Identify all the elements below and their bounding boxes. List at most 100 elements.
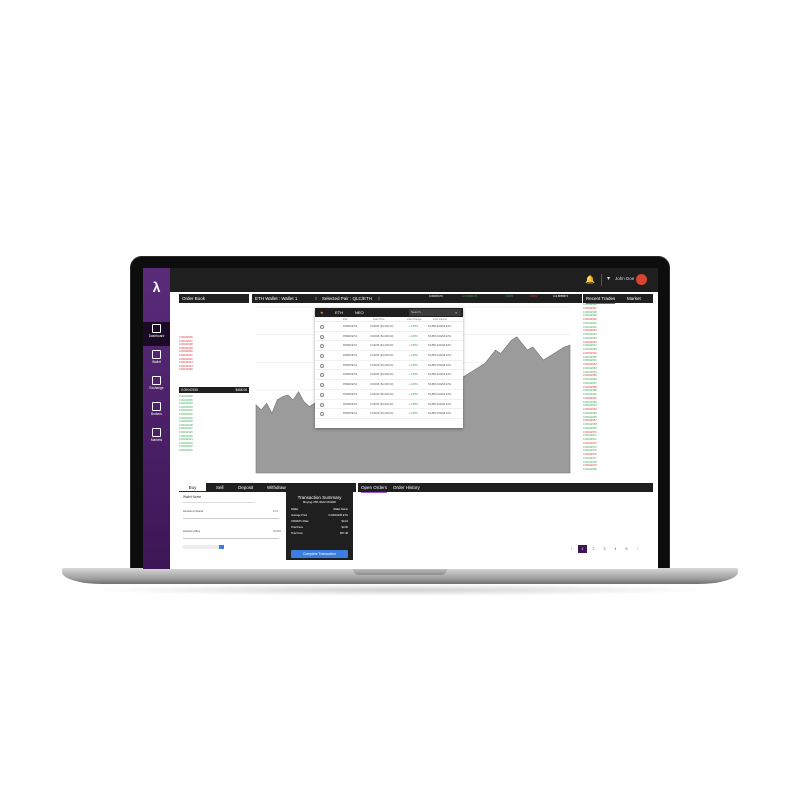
radio-button[interactable] [320,392,324,397]
exchange-icon [152,376,161,385]
order-book-row[interactable]: 0.00042941 [179,354,249,358]
order-book-row[interactable]: 0.00042933 [179,406,249,410]
slider-handle[interactable] [219,545,224,549]
order-book-row[interactable]: 0.00042924 [179,438,249,442]
order-book-row[interactable]: 0.00042937 [179,340,249,344]
slider-track[interactable] [183,545,219,549]
radio-button[interactable] [320,402,324,407]
pair-row[interactable]: RNWD/ETH 0.04346 ($1,000.00) +1.88% 54,886.… [315,351,463,361]
order-book-row[interactable]: 0.00042932 [179,409,249,413]
order-price: 0.00042937 [179,339,193,343]
amount-spend-input[interactable] [183,518,279,519]
order-book-row[interactable]: 0.00042926 [179,431,249,435]
order-book-row[interactable]: 0.00042923 [179,442,249,446]
tab-neo[interactable]: NEO [355,310,364,315]
tab-buy[interactable]: Buy [179,483,206,492]
app-logo: λ [152,279,161,295]
page-button[interactable]: ‹ [570,547,573,551]
page-button[interactable]: 5 [625,547,628,551]
pair-row[interactable]: RNWD/ETH 0.04346 ($1,000.00) +1.88% 54,886.… [315,409,463,419]
trade-row: 0.00042951 [583,359,653,363]
radio-button[interactable] [320,383,324,388]
trade-row: 0.00042970 [583,431,653,435]
order-book-row[interactable]: 0.00042940 [179,350,249,354]
order-book-row[interactable]: 0.00042931 [179,413,249,417]
order-book-row[interactable]: 0.00042936 [179,336,249,340]
order-book-row[interactable]: 0.00042925 [179,435,249,439]
order-book-row[interactable]: 0.00042944 [179,365,249,369]
order-book-row[interactable]: 0.00042927 [179,427,249,431]
order-book-row[interactable]: 0.00042922 [179,445,249,449]
tab-withdraw[interactable]: Withdraw [267,485,286,490]
order-book-row[interactable]: 0.00042921 [179,449,249,453]
avatar[interactable] [636,274,647,285]
tab-recent-trades[interactable]: Recent Trades [586,294,616,304]
stat-high: 0.0005 [505,295,513,298]
tab-deposit[interactable]: Deposit [238,485,254,490]
radio-button[interactable] [320,363,324,368]
page-button[interactable]: 3 [603,547,606,551]
pair-row[interactable]: RNWD/ETH 0.04346 ($1,000.00) +1.88% 54,886.… [315,332,463,342]
page-button[interactable]: 1 [578,545,587,553]
trade-price: 0.00042978 [583,460,597,464]
pair-search-input[interactable]: Search... [409,309,461,316]
radio-button[interactable] [320,325,324,329]
pair-selector[interactable]: Selected Pair : QLC/ETH [322,296,373,301]
order-book-row[interactable]: 0.00042930 [179,417,249,421]
tab-sell[interactable]: Sell [216,485,224,490]
wallet-label: Wallet Name [183,495,202,499]
trade-price: 0.00042951 [583,359,597,363]
radio-button[interactable] [320,373,324,378]
notification-bell-icon[interactable]: 🔔 [585,275,595,284]
order-book-row[interactable]: 0.00042934 [179,402,249,406]
order-book-row[interactable]: 0.00042943 [179,361,249,365]
sidebar-item-brokers[interactable]: Brokers [143,400,170,424]
page-button[interactable]: › [636,547,639,551]
pair-row[interactable]: RNWD/ETH 0.04346 ($1,000.00) +1.88% 54,886.… [315,370,463,381]
radio-button[interactable] [320,354,324,359]
wallet-selector[interactable]: ETH Wallet : Wallet 1 [255,296,298,301]
trade-row: 0.00042953 [583,367,653,371]
user-name[interactable]: John Doe [615,276,635,281]
order-book-row[interactable]: 0.00042935 [179,399,249,403]
radio-button[interactable] [320,344,324,349]
page-button[interactable]: 2 [592,547,595,551]
order-price: 0.00042938 [179,343,193,347]
sidebar-item-dashboard[interactable]: Dashboard [143,322,170,346]
pair-price: 0.04346 ($1,000.00) [370,373,394,377]
tab-order-history[interactable]: Order History [393,485,420,490]
pair-row[interactable]: RNWD/ETH 0.04346 ($1,000.00) +1.88% 54,886.… [315,361,463,371]
order-book-row[interactable]: 0.00042929 [179,420,249,424]
radio-button[interactable] [320,412,324,417]
page-button[interactable]: 4 [614,547,617,551]
order-book-row[interactable]: 0.00042942 [179,358,249,362]
order-book-row[interactable]: 0.00042939 [179,347,249,351]
trade-price: 0.00042964 [583,408,597,411]
order-book-row[interactable]: 0.00042945 [179,368,249,372]
tab-eth[interactable]: ETH [335,310,343,315]
pair-row[interactable]: RNWD/ETH 0.04346 ($1,000.00) +1.88% 54,886.… [315,322,463,332]
trade-row: 0.00042960 [583,393,653,397]
pair-name: RNWD/ETH [343,363,357,367]
pair-row[interactable]: RNWD/ETH 0.04346 ($1,000.00) +1.88% 54,886.… [315,380,463,390]
sidebar-item-wallet[interactable]: Wallet [143,348,170,372]
trade-price: 0.00042954 [583,370,597,374]
pair-row[interactable]: RNWD/ETH 0.04346 ($1,000.00) +1.88% 54,886.… [315,341,463,352]
radio-button[interactable] [320,334,324,339]
chevron-down-icon[interactable]: ▾ [607,276,611,282]
pair-row[interactable]: RNWD/ETH 0.04346 ($1,000.00) +1.88% 54,886.… [315,400,463,410]
complete-transaction-button[interactable]: Complete Transaction [291,550,348,558]
pair-row[interactable]: RNWD/ETH 0.04346 ($1,000.00) +1.88% 54,886.… [315,390,463,400]
amount-buy-input[interactable] [183,538,279,539]
order-book-row[interactable]: 0.00042936 [179,395,249,399]
trade-row: 0.00042954 [583,371,653,375]
star-icon[interactable]: ★ [320,310,324,315]
pair-dropdown: ★ ETH NEO Search... ⌕ Pair Last Price 24… [315,308,463,428]
tab-open-orders[interactable]: Open Orders [361,483,388,493]
order-book-title: Order Book [179,294,249,303]
order-book-row[interactable]: 0.00042928 [179,424,249,428]
sidebar-item-exchange[interactable]: Exchange [143,374,170,398]
order-book-row[interactable]: 0.00042938 [179,343,249,347]
tab-market[interactable]: Market [627,296,641,301]
sidebar-item-markets[interactable]: Markets [143,426,170,450]
